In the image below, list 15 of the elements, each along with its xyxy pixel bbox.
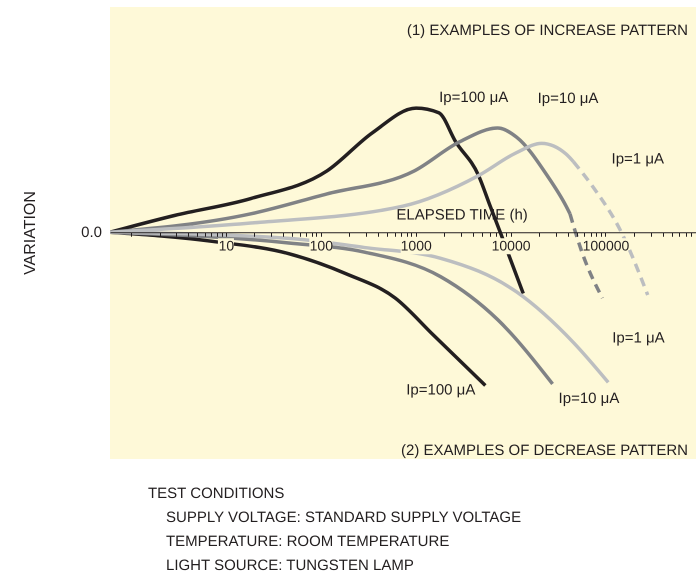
series-label: Ip=100 μA: [406, 381, 476, 398]
text: SUPPLY VOLTAGE: STANDARD SUPPLY VOLTAGE: [166, 509, 522, 526]
text: TEST CONDITIONS: [148, 485, 284, 502]
series-label: Ip=1 μA: [612, 329, 665, 346]
series-label: Ip=100 μA: [439, 89, 508, 106]
annotation: 0.0: [81, 224, 102, 242]
text: Ip=10 μA: [538, 90, 598, 108]
text: (2) EXAMPLES OF DECREASE PATTERN: [401, 442, 688, 459]
y-axis-title: VARIATION: [22, 191, 39, 275]
text: TEMPERATURE: ROOM TEMPERATURE: [166, 533, 450, 550]
text: Ip=1 μA: [612, 150, 664, 168]
text: (1) EXAMPLES OF INCREASE PATTERN: [406, 22, 688, 39]
series-label: Ip=10 μA: [558, 390, 620, 407]
text: LIGHT SOURCE: TUNGSTEN LAMP: [166, 557, 414, 574]
x-tick-label: 100000: [582, 238, 630, 254]
